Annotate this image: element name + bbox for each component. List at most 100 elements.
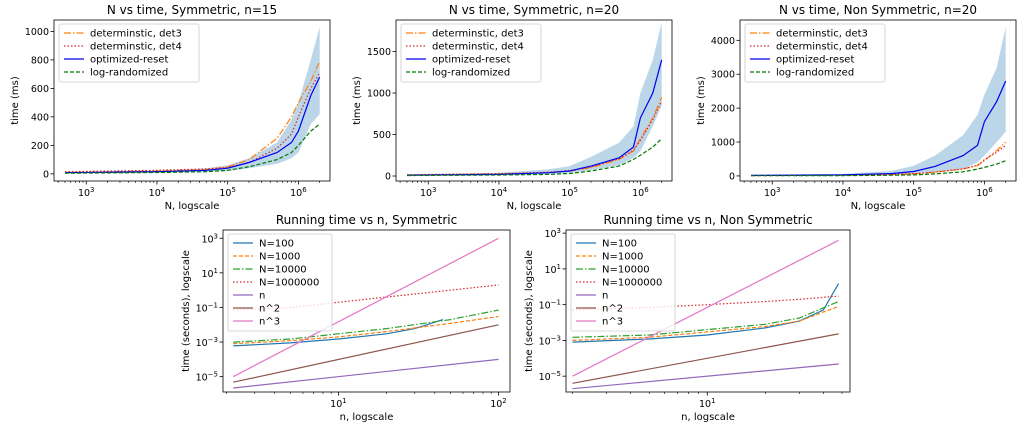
y-tick-label: 103 [201,232,218,245]
legend-label: log-randomized [90,68,168,79]
legend-label: determinstic, det3 [776,29,868,40]
plot-frame [222,229,511,393]
y-tick-label: 2000 [711,104,735,115]
chart-2: 103 104 105 106 0 500 1000 1500 N vs time, Symme… [352,3,673,212]
series-line-6 [233,324,499,383]
legend: determinstic, det3 determinstic, det4 opti… [744,23,886,83]
legend-label: determinstic, det3 [432,29,524,40]
legend-label: N=1000000 [602,278,662,289]
legend-label: N=100 [602,239,637,250]
x-tick-label: 105 [905,186,922,199]
series-line-4 [233,284,499,311]
legend-label: optimized-reset [776,55,854,66]
series-line-4 [750,160,1006,177]
legend-box [58,23,200,83]
legend: determinstic, det3 determinstic, det4 opti… [58,23,200,83]
y-tick-label: 0 [729,171,735,182]
x-tick-label: 105 [561,186,578,199]
legend-label: N=1000 [259,252,300,263]
y-tick-label: 1000 [367,89,391,100]
y-axis-label: time (ms) [10,76,21,125]
y-tick-label: 0 [43,169,49,180]
chart-4: 101 102 10−5 10−3 10−1 101 103 Running time vs … [181,213,511,423]
series-line-1 [572,283,840,343]
legend-label: N=100 [259,239,294,250]
y-tick-label: 4000 [711,36,735,47]
series-line-5 [572,363,839,390]
y-tick-label: 10−5 [539,370,561,383]
series-line-1 [64,61,321,174]
legend-label: n^3 [259,317,280,328]
x-tick-label: 106 [976,186,993,199]
legend-label: N=10000 [602,265,650,276]
y-tick-label: 0 [385,172,391,183]
series-line-2 [233,315,499,345]
y-tick-label: 10−3 [539,334,561,347]
y-tick-label: 10−1 [196,301,218,314]
legend-box [570,233,676,332]
chart-5: 101 10−5 10−3 10−1 101 103 Running time vs n, … [524,213,851,423]
series-line-1 [406,96,663,176]
legend-label: log-randomized [776,68,854,79]
legend-label: determinstic, det3 [90,29,182,40]
series-line-3 [233,309,499,343]
y-tick-label: 600 [31,84,49,95]
x-axis-label: N, logscale [851,201,906,212]
legend: determinstic, det3 determinstic, det4 opti… [400,23,542,83]
legend-label: n^2 [602,304,623,315]
y-tick-label: 103 [544,227,561,240]
legend-label: determinstic, det4 [776,42,868,53]
series-line-3 [750,80,1007,176]
legend-box [744,23,886,83]
y-axis-label: time (ms) [352,76,363,125]
legend-label: N=1000 [602,252,643,263]
y-tick-label: 200 [31,141,49,152]
y-tick-label: 1000 [711,138,735,149]
legend-box [227,233,333,332]
y-tick-label: 10−1 [539,299,561,312]
x-tick-label: 104 [835,186,852,199]
y-tick-label: 500 [373,130,391,141]
legend-label: n^3 [602,317,623,328]
series-line-2 [572,305,839,341]
legend: N=100 N=1000 N=10000 N=1000000 n n^2 n^3 [227,233,333,332]
x-tick-label: 103 [78,186,95,199]
legend-label: optimized-reset [90,55,168,66]
legend-box [400,23,542,83]
legend: N=100 N=1000 N=10000 N=1000000 n n^2 n^3 [570,233,676,332]
legend-label: determinstic, det4 [432,42,524,53]
y-axis-label: time (seconds), logscale [181,250,192,372]
y-tick-label: 1500 [367,47,391,58]
y-tick-label: 10−5 [196,371,218,384]
series-line-3 [406,59,663,176]
series-line-5 [233,358,499,389]
y-tick-label: 3000 [711,70,735,81]
y-tick-label: 1000 [25,27,49,38]
chart-3: 103 104 105 106 0 1000 2000 3000 4000 N vs time, … [696,3,1017,212]
x-tick-label: 105 [219,186,236,199]
chart-title: Running time vs n, Non Symmetric [603,213,812,227]
chart-1: 103 104 105 106 0 200 400 600 800 1000 N vs time, … [10,3,331,212]
y-tick-label: 101 [544,263,561,276]
plot-frame [395,19,673,182]
x-axis-label: n, logscale [340,412,394,423]
series-line-7 [572,239,839,377]
y-tick-label: 101 [201,267,218,280]
legend-label: optimized-reset [432,55,510,66]
series-line-4 [64,123,321,174]
plot-frame [739,19,1017,182]
y-axis-label: time (ms) [696,76,707,125]
x-tick-label: 104 [491,186,508,199]
plot-frame [53,19,331,182]
legend-label: n [602,291,608,302]
legend-label: n^2 [259,304,280,315]
chart-title: N vs time, Symmetric, n=15 [107,3,277,17]
plot-frame [565,229,851,393]
legend-label: determinstic, det4 [90,42,182,53]
legend-label: N=10000 [259,265,307,276]
x-tick-label: 103 [764,186,781,199]
chart-title: N vs time, Symmetric, n=20 [449,3,619,17]
y-tick-label: 800 [31,55,49,66]
chart-title: Running time vs n, Symmetric [276,213,457,227]
